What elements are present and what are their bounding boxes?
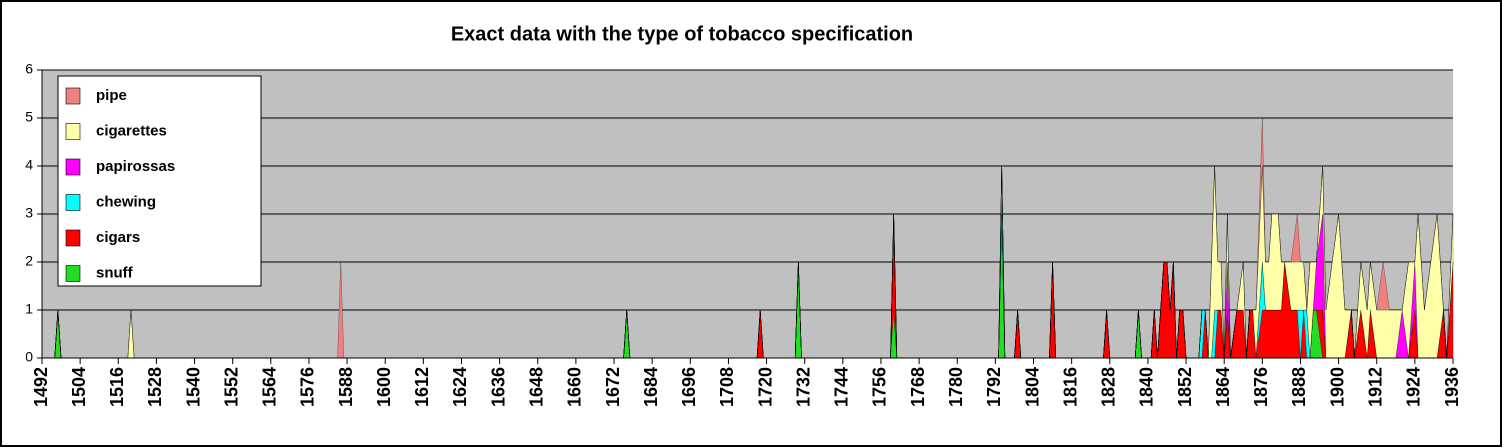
x-tick-label: 1660 xyxy=(565,367,585,407)
legend-label: cigarettes xyxy=(96,122,167,139)
x-tick-label: 1768 xyxy=(908,367,928,407)
legend-label: cigars xyxy=(96,229,140,246)
x-tick-label: 1792 xyxy=(984,367,1004,407)
y-tick-label: 3 xyxy=(25,205,33,221)
y-tick-label: 5 xyxy=(25,109,33,125)
x-tick-label: 1720 xyxy=(755,367,775,407)
y-tick-label: 2 xyxy=(25,253,33,269)
x-tick-label: 1816 xyxy=(1060,367,1080,407)
x-tick-label: 1828 xyxy=(1099,367,1119,407)
x-tick-label: 1624 xyxy=(450,367,470,407)
x-tick-label: 1648 xyxy=(527,367,547,407)
x-tick-label: 1540 xyxy=(183,367,203,407)
x-tick-label: 1684 xyxy=(641,367,661,407)
y-tick-label: 4 xyxy=(25,157,33,173)
x-tick-label: 1528 xyxy=(145,367,165,407)
x-tick-label: 1588 xyxy=(336,367,356,407)
x-tick-label: 1564 xyxy=(260,367,280,407)
x-tick-label: 1756 xyxy=(870,367,890,407)
x-tick-label: 1864 xyxy=(1213,367,1233,407)
x-tick-label: 1516 xyxy=(107,367,127,407)
x-tick-label: 1696 xyxy=(679,367,699,407)
x-tick-label: 1612 xyxy=(412,367,432,407)
legend-label: snuff xyxy=(96,264,134,281)
x-tick-label: 1888 xyxy=(1289,367,1309,407)
x-tick-label: 1912 xyxy=(1365,367,1385,407)
legend-label: papirossas xyxy=(96,158,175,175)
x-tick-label: 1636 xyxy=(488,367,508,407)
legend xyxy=(57,75,262,287)
legend-swatch xyxy=(65,229,81,247)
legend-label: chewing xyxy=(96,193,156,210)
x-tick-label: 1672 xyxy=(603,367,623,407)
x-tick-label: 1504 xyxy=(69,367,89,407)
x-tick-label: 1552 xyxy=(221,367,241,407)
x-tick-label: 1492 xyxy=(31,367,51,407)
legend-swatch xyxy=(65,158,81,176)
x-tick-label: 1840 xyxy=(1137,367,1157,407)
x-tick-label: 1708 xyxy=(717,367,737,407)
legend-swatch xyxy=(65,265,81,282)
x-tick-label: 1744 xyxy=(832,367,852,407)
y-tick-label: 0 xyxy=(25,349,33,365)
area xyxy=(42,117,1454,359)
x-tick-label: 1804 xyxy=(1022,367,1042,407)
x-tick-label: 1924 xyxy=(1404,367,1424,407)
chart-title: Exact data with the type of tobacco spec… xyxy=(451,23,913,45)
legend-swatch xyxy=(65,194,81,211)
x-tick-label: 1600 xyxy=(374,367,394,407)
x-tick-label: 1900 xyxy=(1327,367,1347,407)
x-tick-label: 1780 xyxy=(946,367,966,407)
y-tick-label: 6 xyxy=(25,61,33,77)
x-tick-label: 1732 xyxy=(793,367,813,407)
y-tick-label: 1 xyxy=(25,301,33,317)
legend-label: pipe xyxy=(96,87,127,104)
legend-swatch xyxy=(65,123,81,140)
x-tick-label: 1936 xyxy=(1442,367,1462,407)
legend-swatch xyxy=(65,87,81,105)
x-tick-label: 1576 xyxy=(298,367,318,407)
x-tick-label: 1876 xyxy=(1251,367,1271,407)
x-tick-label: 1852 xyxy=(1175,367,1195,407)
